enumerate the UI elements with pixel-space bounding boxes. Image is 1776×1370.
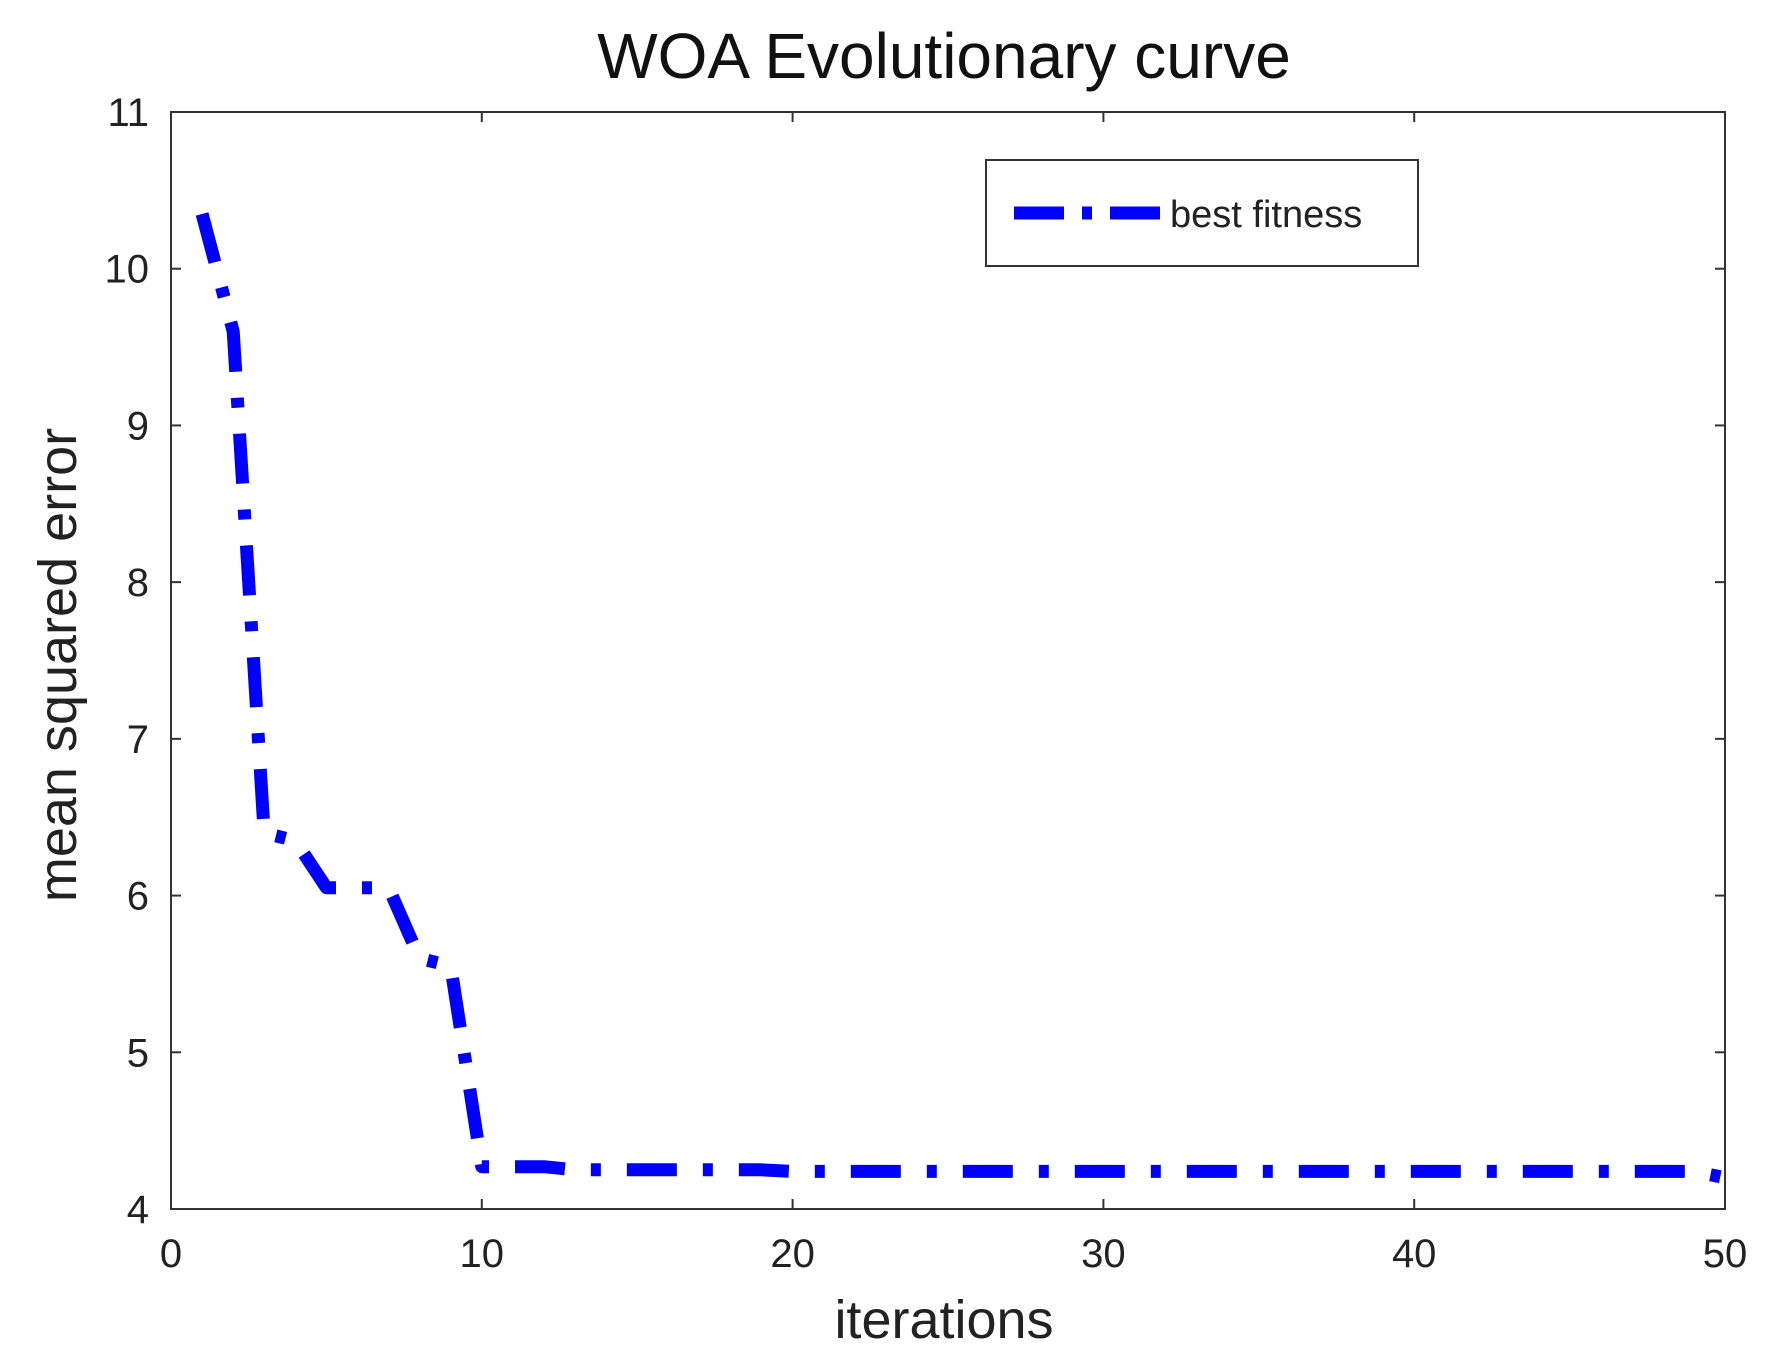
y-tick-label-7: 11 <box>107 91 149 135</box>
series-line-best-fitness <box>195 212 1727 1185</box>
legend-label-best-fitness: best fitness <box>1170 194 1362 236</box>
y-tick-label-1: 5 <box>127 1031 149 1075</box>
plot-frame <box>170 111 1726 1210</box>
y-tick-label-6: 10 <box>105 248 150 292</box>
y-axis-label: mean squared error <box>28 428 88 902</box>
x-tick-label-1: 10 <box>460 1232 505 1276</box>
y-tick-labels: 4 5 6 7 8 9 10 11 <box>105 91 150 1232</box>
x-tick-label-5: 50 <box>1703 1232 1748 1276</box>
legend: best fitness <box>985 159 1419 267</box>
y-tick-label-4: 8 <box>127 561 149 605</box>
chart-title: WOA Evolutionary curve <box>597 20 1291 92</box>
x-tick-labels: 0 10 20 30 40 50 <box>160 1232 1747 1276</box>
x-tick-label-4: 40 <box>1392 1232 1437 1276</box>
y-tick-label-5: 9 <box>127 404 149 448</box>
x-tick-label-3: 30 <box>1081 1232 1126 1276</box>
x-tick-label-2: 20 <box>770 1232 815 1276</box>
plot-area <box>170 111 1726 1210</box>
y-tick-label-3: 7 <box>127 718 149 762</box>
y-tick-label-2: 6 <box>127 875 149 919</box>
axis-ticks <box>170 111 1726 1210</box>
x-axis-label: iterations <box>834 1290 1053 1350</box>
x-tick-label-0: 0 <box>160 1232 182 1276</box>
y-tick-label-0: 4 <box>127 1188 149 1232</box>
